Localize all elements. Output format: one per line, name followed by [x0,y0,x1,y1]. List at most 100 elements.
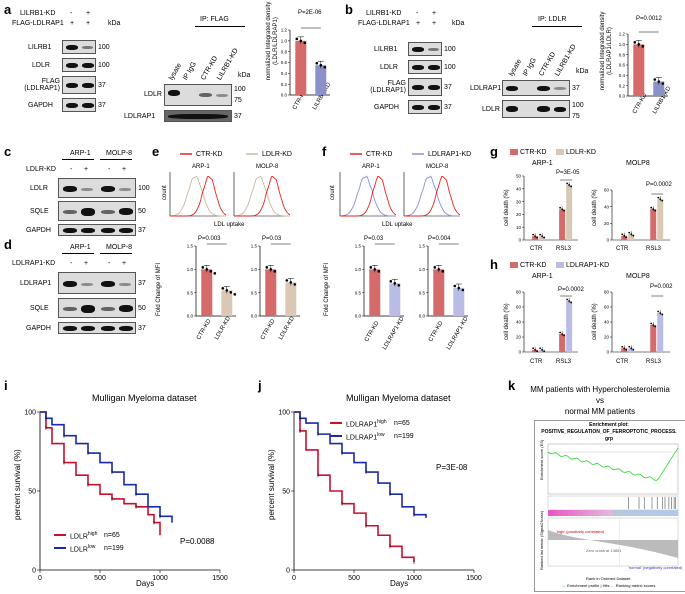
panel-label-i: i [4,378,8,393]
data-point [209,270,213,273]
cond-label: LILRB1-KD [20,10,56,17]
x-tick-label: 1500 [466,575,482,582]
y-tick-label: 1.0 [355,267,362,272]
data-point [563,209,566,212]
mark: - [70,260,73,267]
data-point [265,266,269,269]
y-tick-label: 50 [282,489,290,496]
data-point [289,281,293,284]
mw: 50 [138,208,146,215]
rank-color-bar [583,510,589,516]
ip-blot-label: LDLR [482,106,500,113]
data-point [650,322,653,325]
km-curve [294,411,415,563]
rank-color-bar [568,510,574,516]
blot-label: SQLE [30,305,49,312]
data-point [315,61,319,65]
bar [265,269,277,316]
data-point [269,268,273,271]
data-point [661,199,664,202]
data-point [654,325,657,328]
data-point [570,301,573,304]
y-tick-label: 80 [516,290,522,295]
data-point [659,312,662,314]
blot-label: LDLR [32,62,50,69]
y-tick-label: 100 [278,410,290,417]
y-tick-label: 60 [604,188,610,193]
legend-label: CTR-KD [520,262,547,269]
bar [559,209,566,240]
y-tick-label: 30 [516,199,522,204]
cell-label: ARP-1 [532,160,553,167]
hist-xlabel: LDL uptake [214,222,245,228]
rank-color-bar [658,510,664,516]
y-tick-label: 50 [28,489,36,496]
data-point [630,347,633,350]
data-point [433,266,437,269]
mw: 100 [444,64,456,71]
pvalue: P=0.0088 [180,537,215,546]
legend-label: LDLRlow [70,544,96,554]
mw: 100 [234,86,246,93]
y-tick-label: 0.6 [281,60,288,65]
data-point [657,310,660,313]
kda-label: kDa [238,72,251,79]
panel-label-e: e [152,144,160,159]
blot-ip-ldlr [502,100,570,118]
kda-label: kDa [452,20,465,27]
y-tick-label: 0.8 [619,52,626,57]
data-point [559,206,562,209]
data-point [303,41,307,45]
blot-sqle [58,298,136,318]
blot-gapdh [62,98,96,112]
k-low-label: 'normal' (negatively correlated) [628,565,683,570]
y-tick-label: 1.0 [419,267,426,272]
mark: + [84,166,89,173]
cond-mark: + [416,20,421,27]
mw: 100 [444,46,456,53]
data-point [233,293,237,296]
data-point [389,280,393,283]
data-point [377,270,381,273]
data-point [563,334,566,337]
blot-label: GAPDH [26,227,51,234]
y-tick-label: 20 [516,335,522,340]
data-point [461,288,465,292]
mw: 50 [138,305,146,312]
bar [221,290,233,316]
blot-ldlrap1 [58,272,136,294]
data-point [393,282,397,285]
blot-label: GAPDH [28,102,53,109]
k-plot-subtitle: POSITIVE_REGULATION_OF_FERROPTOTIC_PROCE… [541,429,677,435]
blot-ip-ldlrap1 [502,80,570,96]
bar [628,234,635,240]
rank-color-bar [573,510,579,516]
data-point [654,209,657,212]
cell-label: ARP-1 [532,273,553,280]
data-point [534,235,537,238]
pvalue: P=0.03 [262,236,282,242]
blot-flag [408,78,442,96]
cell-label: ARP-1 [70,150,91,157]
y-tick-label: 1.0 [187,267,194,272]
mw: 37 [138,280,146,287]
cell-label: MOLP8 [626,160,650,167]
blot-label: FLAG (LDLRAP1) [24,78,60,92]
hist-kd [169,175,226,217]
rank-color-bar [608,510,614,516]
k-xlabel: Rank in Ordered Dataset [586,576,631,581]
bar [559,334,566,352]
data-point [568,184,571,186]
data-point [621,233,624,236]
data-point [541,348,544,351]
data-point [293,283,297,286]
pvalue: P=0.002 [650,284,673,290]
blot-ldlr [58,178,136,198]
legend-label: CTR-KD [196,151,223,158]
y-tick-label: 0 [518,238,521,243]
cell-label: ARP-1 [362,164,380,170]
blot-gapdh [408,100,442,114]
cond-label: LILRB1-KD [366,10,402,17]
bar [389,283,401,316]
data-point [628,231,631,234]
